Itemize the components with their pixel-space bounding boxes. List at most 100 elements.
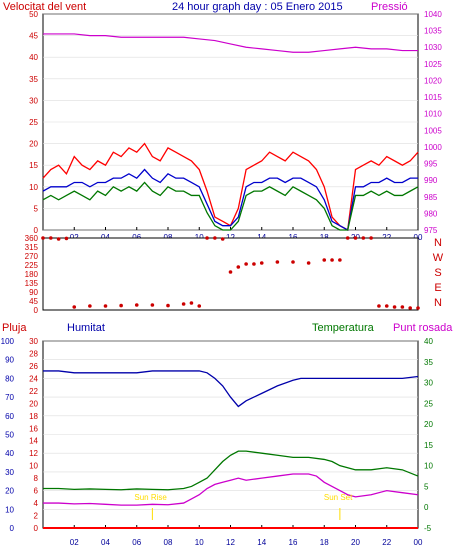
temperature-label: Temperatura bbox=[312, 322, 375, 334]
pressure-y-ticks: 975 980 985 990 995 1000 1005 1010 1015 1020 1025 1… bbox=[424, 10, 442, 235]
series-humidity bbox=[43, 370, 419, 408]
temperature-y-tick-label: 25 bbox=[424, 399, 433, 408]
wind-speed-label: Velocitat del vent bbox=[3, 1, 86, 13]
pressure-y-tick-label: 1040 bbox=[424, 10, 442, 19]
direction-point bbox=[205, 236, 209, 240]
direction-y-tick-label: 270 bbox=[25, 252, 39, 261]
direction-point bbox=[88, 304, 92, 308]
pressure-y-tick-label: 995 bbox=[424, 160, 438, 169]
direction-point bbox=[150, 303, 155, 307]
temperature-y-tick-label: 15 bbox=[424, 441, 433, 450]
direction-point bbox=[353, 236, 358, 240]
rain-y-tick-label: 20 bbox=[29, 399, 38, 408]
humidity-series bbox=[43, 370, 419, 529]
wind-y-tick-label: 25 bbox=[29, 118, 38, 127]
pressure-y-tick-label: 1030 bbox=[424, 43, 442, 52]
rain-y-tick-label: 2 bbox=[34, 512, 39, 521]
direction-point bbox=[166, 303, 170, 308]
humidity-y-tick-label: 50 bbox=[5, 431, 14, 440]
pressure-y-tick-label: 1010 bbox=[424, 110, 442, 119]
direction-y-tick-label: 180 bbox=[25, 270, 39, 279]
direction-point bbox=[244, 262, 248, 266]
humidity-x-ticks: 02 04 06 08 10 12 14 16 18 20 22 00 bbox=[70, 525, 423, 547]
humidity-x-tick-label: 22 bbox=[382, 538, 391, 547]
rain-y-tick-label: 4 bbox=[34, 499, 39, 508]
pressure-y-tick-label: 1035 bbox=[424, 27, 442, 36]
direction-point bbox=[213, 236, 217, 240]
humidity-x-tick-label: 14 bbox=[257, 538, 266, 547]
rain-y-tick-label: 0 bbox=[34, 524, 39, 533]
direction-point bbox=[291, 260, 295, 264]
humidity-x-tick-label: 16 bbox=[289, 538, 298, 547]
humidity-y-tick-label: 70 bbox=[5, 393, 14, 402]
humidity-y-tick-label: 90 bbox=[5, 356, 14, 365]
direction-point bbox=[72, 305, 77, 309]
direction-point bbox=[400, 305, 405, 309]
rain-y-tick-label: 8 bbox=[34, 474, 39, 483]
direction-point bbox=[181, 302, 186, 306]
compass-label: N bbox=[434, 297, 442, 309]
pressure-y-tick-label: 985 bbox=[424, 193, 438, 202]
humidity-x-tick-label: 08 bbox=[164, 538, 173, 547]
sun-markers: Sun Rise Sun Set bbox=[134, 493, 353, 520]
compass-label: N bbox=[434, 237, 442, 249]
direction-y-tick-label: 0 bbox=[34, 306, 39, 315]
wind-y-tick-label: 15 bbox=[29, 161, 38, 170]
wind-series-gust bbox=[42, 181, 419, 231]
direction-point bbox=[338, 258, 342, 262]
direction-y-tick-label: 315 bbox=[25, 243, 39, 252]
direction-point bbox=[119, 303, 123, 308]
direction-point bbox=[392, 305, 397, 309]
direction-point bbox=[197, 304, 202, 308]
wind-y-tick-label: 45 bbox=[29, 32, 38, 41]
rain-y-tick-label: 24 bbox=[29, 374, 38, 383]
direction-point bbox=[361, 236, 366, 240]
humidity-y-ticks: 0 10 20 30 40 50 60 70 80 90 100 bbox=[1, 337, 15, 533]
direction-point bbox=[56, 237, 61, 241]
wind-y-tick-label: 30 bbox=[29, 96, 38, 105]
direction-y-tick-label: 225 bbox=[25, 261, 39, 270]
wind-y-tick-label: 35 bbox=[29, 75, 38, 84]
rain-label: Pluja bbox=[2, 322, 27, 334]
direction-point bbox=[41, 236, 45, 240]
pressure-y-tick-label: 975 bbox=[424, 226, 438, 235]
humidity-x-tick-label: 10 bbox=[195, 538, 204, 547]
rain-y-tick-label: 22 bbox=[29, 387, 38, 396]
direction-y-tick-label: 90 bbox=[29, 288, 38, 297]
direction-point bbox=[220, 237, 225, 241]
rain-y-tick-label: 18 bbox=[29, 412, 38, 421]
sunrise-label: Sun Rise bbox=[134, 493, 167, 502]
humidity-y-tick-label: 30 bbox=[5, 468, 14, 477]
wind-y-tick-label: 10 bbox=[29, 183, 38, 192]
rain-y-tick-label: 16 bbox=[29, 424, 38, 433]
pressure-y-tick-label: 1020 bbox=[424, 76, 442, 85]
direction-points bbox=[41, 236, 420, 310]
dewpoint-label: Punt rosada bbox=[393, 322, 453, 334]
rain-y-tick-label: 12 bbox=[29, 449, 38, 458]
wind-y-tick-label: 5 bbox=[34, 204, 39, 213]
wind-series-avg bbox=[42, 168, 418, 232]
compass-label: E bbox=[434, 282, 441, 294]
wind-y-ticks: 0 5 10 15 20 25 30 35 40 45 50 bbox=[29, 10, 38, 235]
humidity-y-tick-label: 100 bbox=[1, 337, 15, 346]
direction-point bbox=[228, 270, 233, 274]
sunset-label: Sun Set bbox=[324, 493, 353, 502]
pressure-y-tick-label: 1025 bbox=[424, 60, 442, 69]
direction-point bbox=[49, 236, 53, 240]
pressure-y-tick-label: 1015 bbox=[424, 93, 442, 102]
wind-y-tick-label: 0 bbox=[34, 226, 39, 235]
direction-y-tick-label: 135 bbox=[25, 279, 39, 288]
direction-point bbox=[408, 306, 412, 310]
humidity-x-tick-label: 18 bbox=[320, 538, 329, 547]
direction-point bbox=[345, 236, 350, 240]
compass-label: W bbox=[433, 252, 444, 264]
wind-y-tick-label: 40 bbox=[29, 53, 38, 62]
graph-title: 24 hour graph day : 05 Enero 2015 bbox=[172, 1, 343, 13]
humidity-y-tick-label: 0 bbox=[10, 524, 15, 533]
direction-point bbox=[416, 306, 420, 310]
pressure-y-tick-label: 990 bbox=[424, 176, 438, 185]
rain-y-tick-label: 14 bbox=[29, 437, 38, 446]
